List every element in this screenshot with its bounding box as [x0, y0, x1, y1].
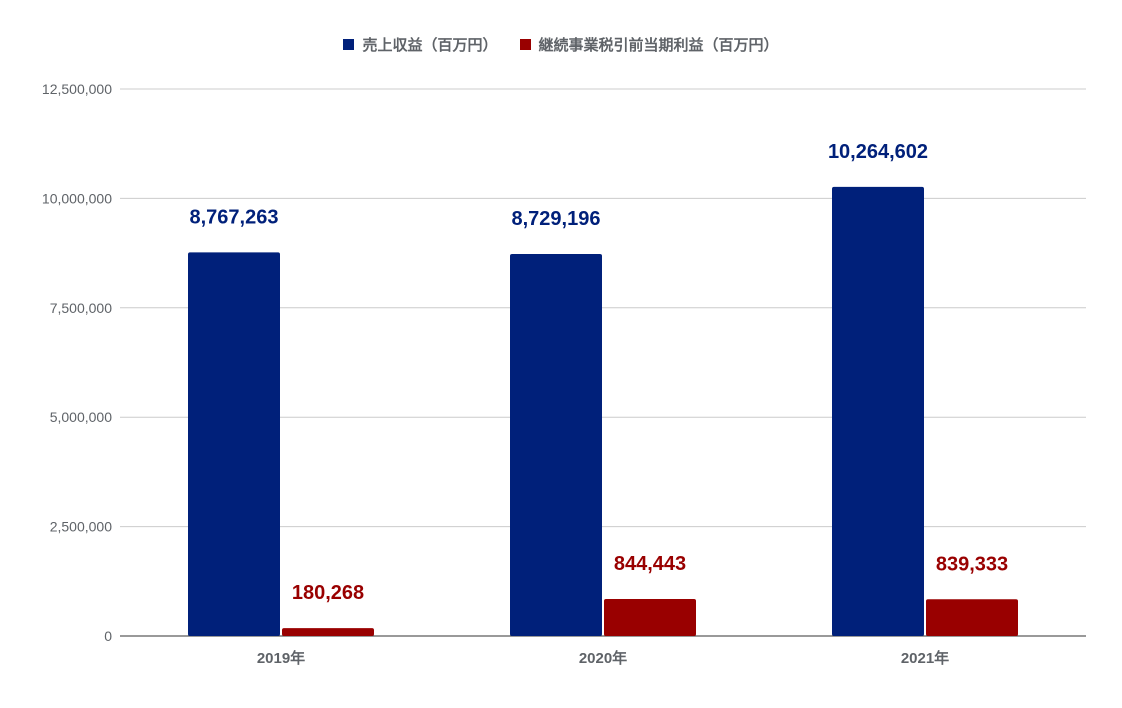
x-tick-label: 2021年	[901, 649, 949, 667]
data-label-pretax-income: 180,268	[292, 582, 364, 604]
bar-pretax-income	[604, 599, 696, 636]
bar-revenue	[510, 254, 602, 636]
legend-swatch-pretax-income	[519, 39, 531, 50]
y-tick-label: 0	[104, 628, 112, 644]
y-tick-label: 12,500,000	[42, 81, 112, 97]
legend-label-pretax-income: 継続事業税引前当期利益（百万円）	[538, 36, 779, 54]
legend-item-revenue: 売上収益（百万円）	[343, 34, 498, 55]
data-label-revenue: 8,729,196	[512, 208, 601, 230]
data-label-revenue: 8,767,263	[190, 206, 279, 228]
bar-revenue	[188, 252, 280, 636]
bar-revenue	[832, 186, 924, 636]
y-tick-label: 10,000,000	[42, 190, 112, 206]
x-tick-label: 2020年	[579, 649, 627, 667]
bar-pretax-income	[926, 599, 1018, 636]
y-tick-label: 7,500,000	[50, 300, 112, 316]
bar-pretax-income	[282, 628, 374, 636]
x-tick-label: 2019年	[257, 649, 305, 667]
legend-swatch-revenue	[343, 39, 355, 50]
y-tick-label: 2,500,000	[50, 519, 112, 535]
legend-label-revenue: 売上収益（百万円）	[362, 36, 498, 54]
legend: 売上収益（百万円） 継続事業税引前当期利益（百万円）	[0, 34, 1122, 55]
data-label-revenue: 10,264,602	[828, 141, 928, 163]
data-label-pretax-income: 844,443	[614, 553, 686, 575]
y-tick-label: 5,000,000	[50, 409, 112, 425]
legend-item-pretax-income: 継続事業税引前当期利益（百万円）	[519, 34, 779, 55]
data-label-pretax-income: 839,333	[936, 553, 1008, 575]
